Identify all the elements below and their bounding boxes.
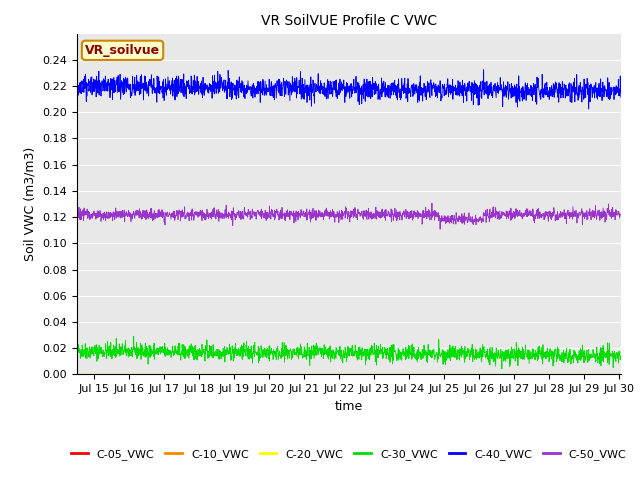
Title: VR SoilVUE Profile C VWC: VR SoilVUE Profile C VWC bbox=[260, 14, 437, 28]
Legend: C-05_VWC, C-10_VWC, C-20_VWC, C-30_VWC, C-40_VWC, C-50_VWC: C-05_VWC, C-10_VWC, C-20_VWC, C-30_VWC, … bbox=[67, 444, 631, 464]
Text: VR_soilvue: VR_soilvue bbox=[85, 44, 160, 57]
Y-axis label: Soil VWC (m3/m3): Soil VWC (m3/m3) bbox=[24, 147, 36, 261]
X-axis label: time: time bbox=[335, 400, 363, 413]
